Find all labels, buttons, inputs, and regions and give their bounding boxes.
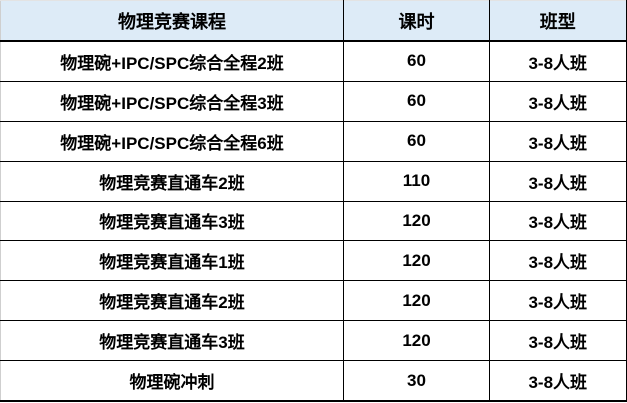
table-row: 物理碗+IPC/SPC综合全程3班 60 3-8人班 (0, 81, 627, 122)
hours-cell: 60 (343, 41, 490, 82)
course-cell: 物理竞赛直通车3班 (0, 201, 344, 242)
header-hours: 课时 (343, 0, 490, 42)
course-cell: 物理碗冲刺 (0, 360, 344, 401)
class-type-cell: 3-8人班 (489, 161, 627, 202)
table-row: 物理碗冲刺 30 3-8人班 (0, 360, 627, 401)
hours-cell: 60 (343, 121, 490, 162)
course-cell: 物理碗+IPC/SPC综合全程2班 (0, 41, 344, 82)
table-row: 物理碗+IPC/SPC综合全程2班 60 3-8人班 (0, 41, 627, 82)
hours-cell: 120 (343, 280, 490, 322)
hours-cell: 120 (343, 320, 490, 361)
hours-cell: 60 (343, 81, 490, 122)
hours-cell: 120 (343, 201, 490, 242)
course-cell: 物理碗+IPC/SPC综合全程3班 (0, 81, 344, 122)
course-cell: 物理竞赛直通车1班 (0, 240, 344, 282)
hours-cell: 110 (343, 161, 490, 202)
class-type-cell: 3-8人班 (489, 280, 627, 322)
hours-cell: 120 (343, 240, 490, 282)
class-type-cell: 3-8人班 (489, 201, 627, 242)
header-class-type: 班型 (489, 0, 627, 42)
course-cell: 物理竞赛直通车2班 (0, 280, 344, 322)
class-type-cell: 3-8人班 (489, 41, 627, 82)
table-row: 物理碗+IPC/SPC综合全程6班 60 3-8人班 (0, 121, 627, 162)
hours-cell: 30 (343, 360, 490, 401)
table-row: 物理竞赛直通车1班 120 3-8人班 (0, 240, 627, 282)
table-row: 物理竞赛直通车2班 120 3-8人班 (0, 280, 627, 322)
class-type-cell: 3-8人班 (489, 81, 627, 122)
course-cell: 物理碗+IPC/SPC综合全程6班 (0, 121, 344, 162)
course-cell: 物理竞赛直通车2班 (0, 161, 344, 202)
table-row: 物理竞赛直通车3班 120 3-8人班 (0, 320, 627, 361)
table-row: 物理竞赛直通车3班 120 3-8人班 (0, 201, 627, 242)
header-row: 物理竞赛课程 课时 班型 (0, 0, 627, 42)
header-course: 物理竞赛课程 (0, 0, 344, 42)
class-type-cell: 3-8人班 (489, 240, 627, 282)
class-type-cell: 3-8人班 (489, 121, 627, 162)
class-type-cell: 3-8人班 (489, 320, 627, 361)
class-type-cell: 3-8人班 (489, 360, 627, 401)
course-cell: 物理竞赛直通车3班 (0, 320, 344, 361)
table-row: 物理竞赛直通车2班 110 3-8人班 (0, 161, 627, 202)
